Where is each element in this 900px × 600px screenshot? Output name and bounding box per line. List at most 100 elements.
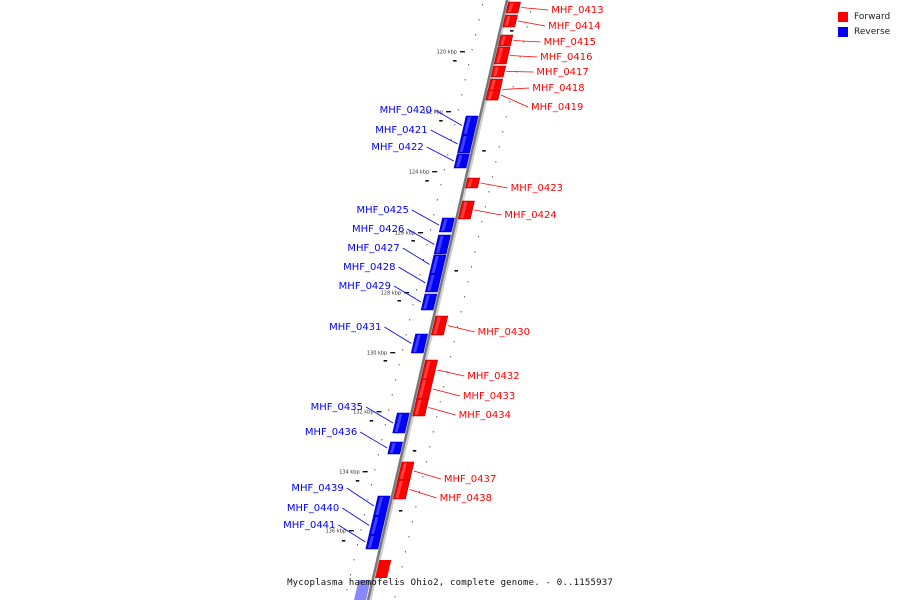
gene-label-mhf-0438: MHF_0438: [409, 489, 492, 504]
guide-dot: [491, 176, 493, 178]
gene-block[interactable]: [457, 134, 475, 154]
guide-dot: [464, 79, 466, 81]
gene-mhf-0429[interactable]: [420, 293, 438, 311]
leader-line: [513, 40, 541, 43]
gene-block[interactable]: [420, 293, 438, 311]
gene-block[interactable]: [431, 315, 449, 336]
gene-label-mhf-0428: MHF_0428: [343, 262, 426, 284]
gene-block[interactable]: [485, 89, 501, 101]
gene-block[interactable]: [433, 234, 451, 255]
gene-mhf-0441[interactable]: [365, 534, 382, 550]
gene-shine: [507, 3, 514, 12]
guide-dot: [446, 371, 448, 373]
gene-mhf-0438[interactable]: [393, 479, 411, 500]
gene-mhf-0414[interactable]: [502, 14, 518, 28]
gene-label-mhf-0430: MHF_0430: [447, 325, 530, 338]
gene-mhf-0431[interactable]: [410, 333, 429, 354]
gene-mhf-0424[interactable]: [457, 200, 475, 220]
gene-mhf-0419[interactable]: [485, 89, 501, 101]
gene-label-text: MHF_0416: [540, 52, 592, 63]
guide-dot: [509, 101, 511, 103]
gene-shine: [441, 219, 448, 231]
gene-block[interactable]: [502, 14, 518, 28]
gene-label-mhf-0421: MHF_0421: [375, 125, 458, 145]
leader-line: [502, 87, 530, 90]
gene-mhf-0423[interactable]: [465, 177, 481, 189]
gene-label-text: MHF_0430: [478, 327, 530, 338]
gene-mhf-0421[interactable]: [457, 134, 475, 154]
guide-dot: [470, 266, 472, 268]
guide-dot: [457, 109, 459, 111]
gene-shine: [395, 481, 403, 498]
gene-block[interactable]: [438, 217, 455, 233]
gene-mhf-0422[interactable]: [453, 153, 470, 169]
leader-line: [384, 326, 412, 344]
gene-block[interactable]: [457, 200, 475, 220]
gene-block[interactable]: [365, 534, 382, 550]
tick-dash: [439, 120, 443, 122]
guide-dot: [440, 184, 442, 186]
gene-block[interactable]: [493, 46, 511, 65]
gene-block[interactable]: [505, 1, 521, 14]
guide-dot: [425, 461, 427, 463]
gene-label-mhf-0423: MHF_0423: [480, 182, 563, 194]
gene-shine: [422, 361, 431, 379]
gene-mhf-0437[interactable]: [397, 461, 415, 481]
gene-partial-forward[interactable]: [375, 560, 392, 578]
tick-label: 130 kbp: [367, 351, 387, 357]
gene-mhf-0434[interactable]: [412, 398, 429, 417]
guide-dot: [363, 514, 365, 516]
gene-label-mhf-0439: MHF_0439: [291, 483, 374, 507]
gene-mhf-0430[interactable]: [431, 315, 449, 336]
guide-dot: [346, 589, 348, 591]
gene-block[interactable]: [410, 333, 429, 354]
gene-block[interactable]: [392, 412, 410, 434]
gene-mhf-0436[interactable]: [387, 441, 403, 455]
gene-block[interactable]: [393, 479, 411, 500]
tick-label: 136 kbp: [326, 529, 346, 535]
gene-block[interactable]: [497, 34, 514, 47]
tick-dash: [411, 240, 415, 242]
guide-dot: [512, 86, 514, 88]
guide-dot: [481, 221, 483, 223]
gene-mhf-0433[interactable]: [416, 378, 434, 400]
leader-line: [447, 325, 475, 333]
gene-mhf-0415[interactable]: [497, 34, 514, 47]
gene-block[interactable]: [412, 398, 429, 417]
gene-block[interactable]: [490, 65, 507, 78]
gene-labels: MHF_0413 MHF_0414 MHF_0415 MHF_0416 MHF_0417…: [283, 5, 604, 543]
leader-line: [407, 228, 435, 245]
leader-line: [432, 388, 460, 397]
gene-shine: [375, 497, 384, 515]
guide-dot: [395, 379, 397, 381]
leader-line: [474, 209, 502, 216]
gene-mhf-0428[interactable]: [424, 273, 442, 293]
guide-dot: [426, 244, 428, 246]
gene-block[interactable]: [453, 153, 470, 169]
legend: Forward Reverse: [838, 9, 890, 39]
gene-block[interactable]: [465, 177, 481, 189]
gene-mhf-0413[interactable]: [505, 1, 521, 14]
tick-mark: [432, 171, 438, 173]
gene-label-mhf-0420: MHF_0420: [380, 105, 463, 126]
gene-shine: [399, 463, 407, 479]
guide-dot: [530, 11, 532, 13]
gene-mhf-0435[interactable]: [392, 412, 410, 434]
leader-line: [346, 487, 374, 507]
tick-mark: [404, 292, 410, 294]
tick-dash: [398, 510, 403, 512]
gene-mhf-0425[interactable]: [438, 217, 455, 233]
gene-block[interactable]: [387, 441, 403, 455]
leader-line: [409, 489, 437, 499]
gene-shine: [394, 414, 403, 432]
leader-line: [480, 182, 508, 189]
gene-mhf-0427[interactable]: [429, 254, 447, 275]
gene-mhf-0417[interactable]: [490, 65, 507, 78]
gene-partial-reverse[interactable]: [354, 580, 371, 600]
tick-mark: [348, 530, 354, 532]
gene-mhf-0416[interactable]: [493, 46, 511, 65]
gene-block[interactable]: [424, 273, 442, 293]
guide-dot: [367, 499, 369, 501]
gene-mhf-0426[interactable]: [433, 234, 451, 255]
tick-dash: [341, 540, 346, 542]
